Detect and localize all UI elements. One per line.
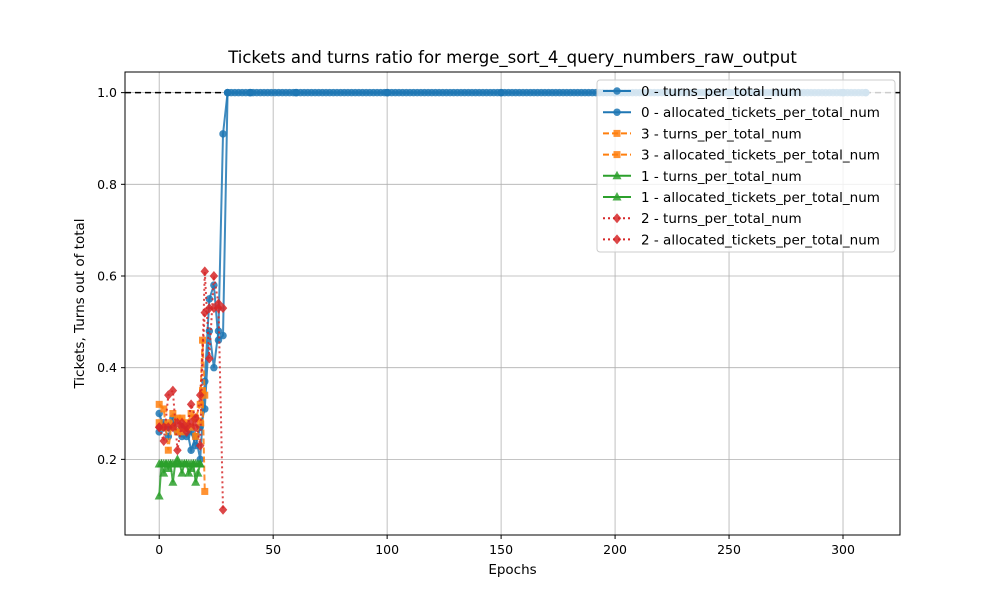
data-point bbox=[209, 303, 219, 314]
data-point bbox=[195, 458, 205, 468]
x-tick-label: 200 bbox=[603, 542, 627, 557]
series-5 bbox=[154, 458, 205, 468]
series-line bbox=[158, 271, 225, 510]
y-tick-label: 0.2 bbox=[97, 452, 117, 467]
data-point bbox=[219, 331, 227, 340]
x-tick-label: 250 bbox=[717, 542, 741, 557]
data-point bbox=[168, 385, 178, 396]
data-point bbox=[209, 270, 219, 281]
legend-label: 0 - allocated_tickets_per_total_num bbox=[641, 105, 880, 121]
legend-marker bbox=[612, 170, 622, 180]
data-point bbox=[193, 468, 203, 477]
data-point bbox=[192, 432, 200, 440]
series-7 bbox=[154, 303, 228, 433]
legend-item: 3 - turns_per_total_num bbox=[603, 126, 802, 142]
data-point bbox=[201, 487, 209, 495]
legend-item: 2 - allocated_tickets_per_total_num bbox=[603, 232, 880, 248]
data-point bbox=[191, 422, 200, 433]
data-point bbox=[155, 400, 163, 408]
data-point bbox=[219, 130, 227, 138]
legend-marker bbox=[613, 129, 621, 137]
data-point bbox=[205, 303, 214, 314]
chart-title: Tickets and turns ratio for merge_sort_4… bbox=[227, 48, 797, 68]
legend-label: 3 - allocated_tickets_per_total_num bbox=[641, 148, 880, 164]
data-point bbox=[164, 422, 173, 433]
data-point bbox=[214, 336, 223, 344]
legend-marker bbox=[612, 192, 622, 201]
data-point bbox=[159, 422, 168, 433]
legend-label: 0 - turns_per_total_num bbox=[641, 84, 802, 100]
x-tick-label: 0 bbox=[155, 542, 163, 557]
data-point bbox=[173, 428, 181, 436]
x-tick-label: 100 bbox=[375, 542, 399, 557]
data-point bbox=[168, 477, 178, 486]
x-tick-label: 50 bbox=[265, 542, 281, 557]
legend-label: 1 - allocated_tickets_per_total_num bbox=[641, 190, 880, 206]
data-point bbox=[200, 266, 210, 277]
x-tick-label: 300 bbox=[831, 542, 855, 557]
x-axis-title: Epochs bbox=[488, 562, 536, 578]
data-point bbox=[196, 419, 204, 427]
axes-layer: 0 50 100 150 200 250 300 0.2 0.4 0.6 0.8 1.0 bbox=[97, 71, 901, 557]
y-tick-label: 1.0 bbox=[97, 85, 117, 100]
data-point bbox=[173, 445, 182, 456]
legend: 0 - turns_per_total_num 0 - allocated_tic… bbox=[596, 79, 896, 253]
data-point bbox=[218, 303, 228, 314]
data-point bbox=[177, 468, 187, 477]
data-point bbox=[160, 405, 168, 413]
y-tick-label: 0.4 bbox=[97, 360, 117, 375]
data-point bbox=[195, 390, 205, 401]
legend-marker bbox=[613, 108, 621, 116]
data-point bbox=[159, 468, 169, 477]
data-point bbox=[187, 410, 195, 418]
data-point bbox=[186, 399, 196, 410]
legend-marker bbox=[612, 213, 622, 224]
data-point bbox=[214, 303, 223, 314]
data-point bbox=[164, 446, 172, 454]
legend-label: 2 - allocated_tickets_per_total_num bbox=[641, 232, 880, 248]
legend-label: 2 - turns_per_total_num bbox=[641, 211, 802, 227]
data-point bbox=[205, 353, 214, 364]
legend-item: 1 - allocated_tickets_per_total_num bbox=[603, 190, 880, 206]
data-point bbox=[163, 463, 173, 473]
legend-item: 0 - allocated_tickets_per_total_num bbox=[603, 105, 880, 121]
data-point bbox=[186, 463, 196, 473]
y-tick-label: 0.6 bbox=[97, 268, 117, 283]
plot-frame bbox=[124, 71, 901, 536]
data-point bbox=[154, 422, 164, 433]
legend-item: 3 - allocated_tickets_per_total_num bbox=[603, 148, 880, 164]
data-point bbox=[196, 400, 204, 408]
legend-item: 0 - turns_per_total_num bbox=[603, 84, 802, 100]
x-tick-label: 150 bbox=[489, 542, 513, 557]
data-point bbox=[154, 491, 164, 500]
legend-marker bbox=[613, 151, 621, 159]
series-line bbox=[158, 390, 206, 492]
data-point bbox=[218, 504, 228, 515]
data-point bbox=[187, 446, 195, 454]
legend-item: 1 - turns_per_total_num bbox=[603, 169, 802, 185]
data-point bbox=[195, 440, 205, 451]
data-point bbox=[177, 422, 187, 433]
data-point bbox=[210, 363, 218, 372]
data-point bbox=[184, 468, 194, 477]
data-point bbox=[169, 410, 177, 418]
y-tick-label: 0.8 bbox=[97, 177, 117, 192]
legend-marker bbox=[612, 234, 622, 245]
y-axis-title: Tickets, Turns out of total bbox=[72, 218, 88, 389]
legend-item: 2 - turns_per_total_num bbox=[603, 211, 802, 227]
legend-box bbox=[596, 79, 896, 253]
data-point bbox=[201, 391, 209, 399]
data-point bbox=[191, 477, 201, 486]
legend-label: 1 - turns_per_total_num bbox=[641, 169, 802, 185]
data-point bbox=[205, 295, 214, 303]
data-point bbox=[159, 436, 168, 447]
legend-label: 3 - turns_per_total_num bbox=[641, 126, 802, 142]
legend-marker bbox=[613, 87, 621, 95]
series-6 bbox=[154, 266, 228, 515]
